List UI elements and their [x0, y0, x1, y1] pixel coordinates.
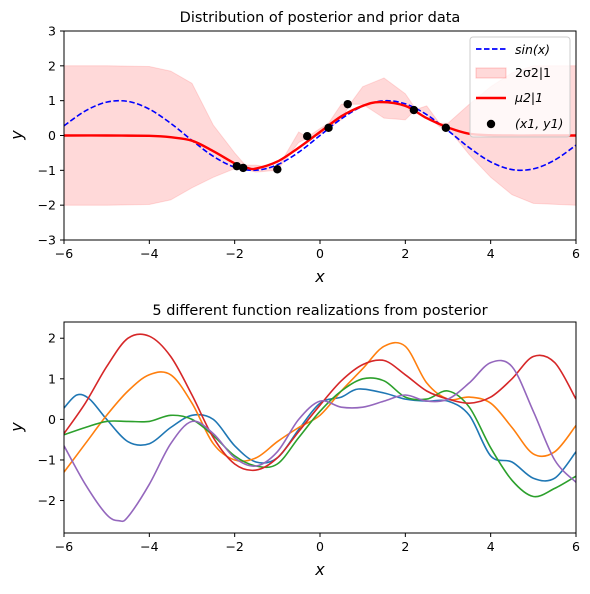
chart-ticks: −6 −4 −2 0 2 4 6 −3 −2 −1 0 1 2 3	[38, 24, 580, 262]
y-tick-label: 1	[48, 371, 56, 386]
y-tick-label: −1	[38, 163, 56, 178]
legend-label: sin(x)	[515, 42, 550, 57]
y-tick-label: 3	[48, 24, 56, 39]
x-tick-label: 4	[487, 539, 495, 554]
y-tick-label: 0	[48, 412, 56, 427]
data-point	[303, 131, 312, 141]
x-axis-label: x	[314, 560, 325, 579]
legend-swatch-marker	[486, 119, 496, 129]
y-tick-label: 0	[48, 128, 56, 143]
x-tick-label: 6	[572, 539, 580, 554]
realization-line	[64, 333, 576, 472]
y-tick-label: 1	[48, 93, 56, 108]
realization-line	[64, 359, 576, 523]
chart-title: 5 different function realizations from p…	[152, 303, 487, 319]
data-point	[273, 165, 282, 174]
x-tick-label: 6	[572, 246, 580, 261]
legend-swatch-band	[475, 67, 507, 79]
y-tick-label: −1	[38, 452, 56, 467]
sin-curve	[64, 99, 576, 172]
legend-entry-points: (x1, y1)	[486, 116, 563, 131]
legend-label: 2σ2|1	[515, 65, 551, 80]
y-tick-label: −2	[38, 198, 56, 213]
data-point	[324, 123, 333, 133]
plot-frame	[63, 321, 577, 534]
x-tick-label: −2	[225, 539, 243, 554]
realization-line	[64, 388, 576, 482]
x-tick-label: −4	[140, 246, 158, 261]
data-point	[409, 105, 419, 115]
y-axis-label: y	[7, 130, 26, 141]
data-point	[239, 163, 248, 173]
plot-area	[64, 333, 576, 523]
y-axis-label: y	[7, 422, 26, 433]
x-tick-label: −2	[225, 246, 243, 261]
x-tick-label: 0	[316, 246, 324, 261]
x-axis-label: x	[314, 267, 325, 286]
x-tick-label: −6	[55, 246, 73, 261]
chart-title: Distribution of posterior and prior data	[180, 10, 461, 26]
x-tick-label: −4	[140, 539, 158, 554]
y-tick-label: −2	[38, 493, 56, 508]
data-point	[343, 99, 352, 109]
legend-entry-sin: sin(x)	[476, 42, 550, 57]
chart-ticks: −6 −4 −2 0 2 4 6 −2 −1 0 1 2	[38, 331, 580, 554]
data-point	[232, 161, 241, 171]
y-tick-label: −3	[38, 233, 56, 248]
x-tick-label: 4	[487, 246, 495, 261]
x-tick-label: −6	[55, 539, 73, 554]
legend-entry-band: 2σ2|1	[475, 65, 551, 80]
legend: sin(x) 2σ2|1 μ2|1 (x1, y1)	[469, 36, 571, 138]
realizations-chart: 5 different function realizations from p…	[7, 303, 580, 579]
legend-entry-mean: μ2|1	[476, 90, 543, 105]
legend-label: (x1, y1)	[515, 116, 563, 131]
legend-frame	[469, 36, 571, 138]
x-tick-label: 2	[401, 539, 409, 554]
y-tick-label: 2	[48, 331, 56, 346]
plot-area	[64, 65, 576, 206]
posterior-prior-chart: Distribution of posterior and prior data…	[7, 10, 580, 286]
x-tick-label: 2	[401, 246, 409, 261]
legend-label: μ2|1	[514, 90, 543, 105]
y-tick-label: 2	[48, 58, 56, 73]
realization-line	[64, 377, 576, 498]
realization-line	[64, 341, 576, 473]
plot-frame	[63, 30, 577, 241]
x-tick-label: 0	[316, 539, 324, 554]
data-point	[441, 123, 451, 133]
